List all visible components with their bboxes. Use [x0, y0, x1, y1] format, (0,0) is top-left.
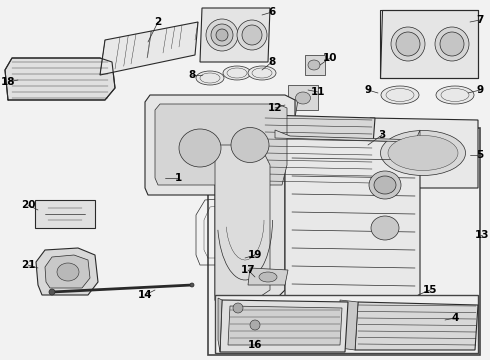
- Text: 16: 16: [248, 340, 262, 350]
- Circle shape: [49, 289, 55, 295]
- Polygon shape: [220, 300, 348, 352]
- Text: 10: 10: [323, 53, 337, 63]
- Polygon shape: [285, 138, 420, 305]
- Text: 4: 4: [451, 313, 459, 323]
- Polygon shape: [248, 268, 288, 285]
- Text: 1: 1: [174, 173, 182, 183]
- Ellipse shape: [216, 29, 228, 41]
- Text: 19: 19: [248, 250, 262, 260]
- Polygon shape: [275, 130, 420, 142]
- Polygon shape: [5, 58, 115, 100]
- Ellipse shape: [369, 171, 401, 199]
- Ellipse shape: [231, 127, 269, 162]
- Ellipse shape: [391, 27, 425, 61]
- Polygon shape: [215, 145, 270, 305]
- Polygon shape: [45, 255, 90, 288]
- Polygon shape: [215, 138, 285, 308]
- Polygon shape: [36, 248, 98, 295]
- Polygon shape: [340, 300, 358, 350]
- Ellipse shape: [295, 92, 311, 104]
- Circle shape: [233, 303, 243, 313]
- Text: 5: 5: [476, 150, 484, 160]
- Ellipse shape: [396, 32, 420, 56]
- Ellipse shape: [206, 19, 238, 51]
- Polygon shape: [145, 95, 295, 195]
- Ellipse shape: [435, 27, 469, 61]
- Polygon shape: [35, 200, 95, 228]
- Polygon shape: [368, 118, 478, 188]
- Ellipse shape: [223, 66, 251, 80]
- Polygon shape: [228, 306, 342, 345]
- Text: 11: 11: [311, 87, 325, 97]
- Polygon shape: [218, 298, 222, 352]
- Circle shape: [250, 320, 260, 330]
- Ellipse shape: [57, 263, 79, 281]
- Text: 15: 15: [423, 285, 437, 295]
- Text: 13: 13: [475, 230, 489, 240]
- Ellipse shape: [381, 130, 466, 175]
- Text: 14: 14: [138, 290, 152, 300]
- Text: 3: 3: [378, 130, 386, 140]
- Text: 9: 9: [476, 85, 484, 95]
- Text: 8: 8: [269, 57, 275, 67]
- Text: 7: 7: [476, 15, 484, 25]
- Polygon shape: [272, 100, 298, 118]
- Ellipse shape: [242, 25, 262, 45]
- Polygon shape: [380, 10, 478, 78]
- Text: 21: 21: [21, 260, 35, 270]
- Text: 2: 2: [154, 17, 162, 27]
- Ellipse shape: [436, 86, 474, 104]
- Polygon shape: [305, 55, 325, 75]
- Ellipse shape: [381, 86, 419, 104]
- Ellipse shape: [248, 66, 276, 80]
- Polygon shape: [100, 22, 198, 75]
- Polygon shape: [288, 85, 318, 110]
- Text: 20: 20: [21, 200, 35, 210]
- Ellipse shape: [371, 216, 399, 240]
- Bar: [215, 295, 478, 353]
- Text: 8: 8: [188, 70, 196, 80]
- Polygon shape: [155, 104, 287, 185]
- Ellipse shape: [308, 60, 320, 70]
- Polygon shape: [355, 302, 478, 350]
- Text: 6: 6: [269, 7, 275, 17]
- Ellipse shape: [211, 24, 233, 46]
- Polygon shape: [262, 115, 375, 185]
- Ellipse shape: [196, 71, 224, 85]
- Ellipse shape: [440, 32, 464, 56]
- Text: 18: 18: [1, 77, 15, 87]
- Circle shape: [190, 283, 194, 287]
- Ellipse shape: [388, 135, 458, 171]
- Bar: [208, 128, 480, 355]
- Ellipse shape: [259, 272, 277, 282]
- Text: 9: 9: [365, 85, 371, 95]
- Ellipse shape: [374, 176, 396, 194]
- Polygon shape: [200, 8, 270, 62]
- Text: 17: 17: [241, 265, 255, 275]
- Text: 12: 12: [268, 103, 282, 113]
- Ellipse shape: [237, 20, 267, 50]
- Ellipse shape: [179, 129, 221, 167]
